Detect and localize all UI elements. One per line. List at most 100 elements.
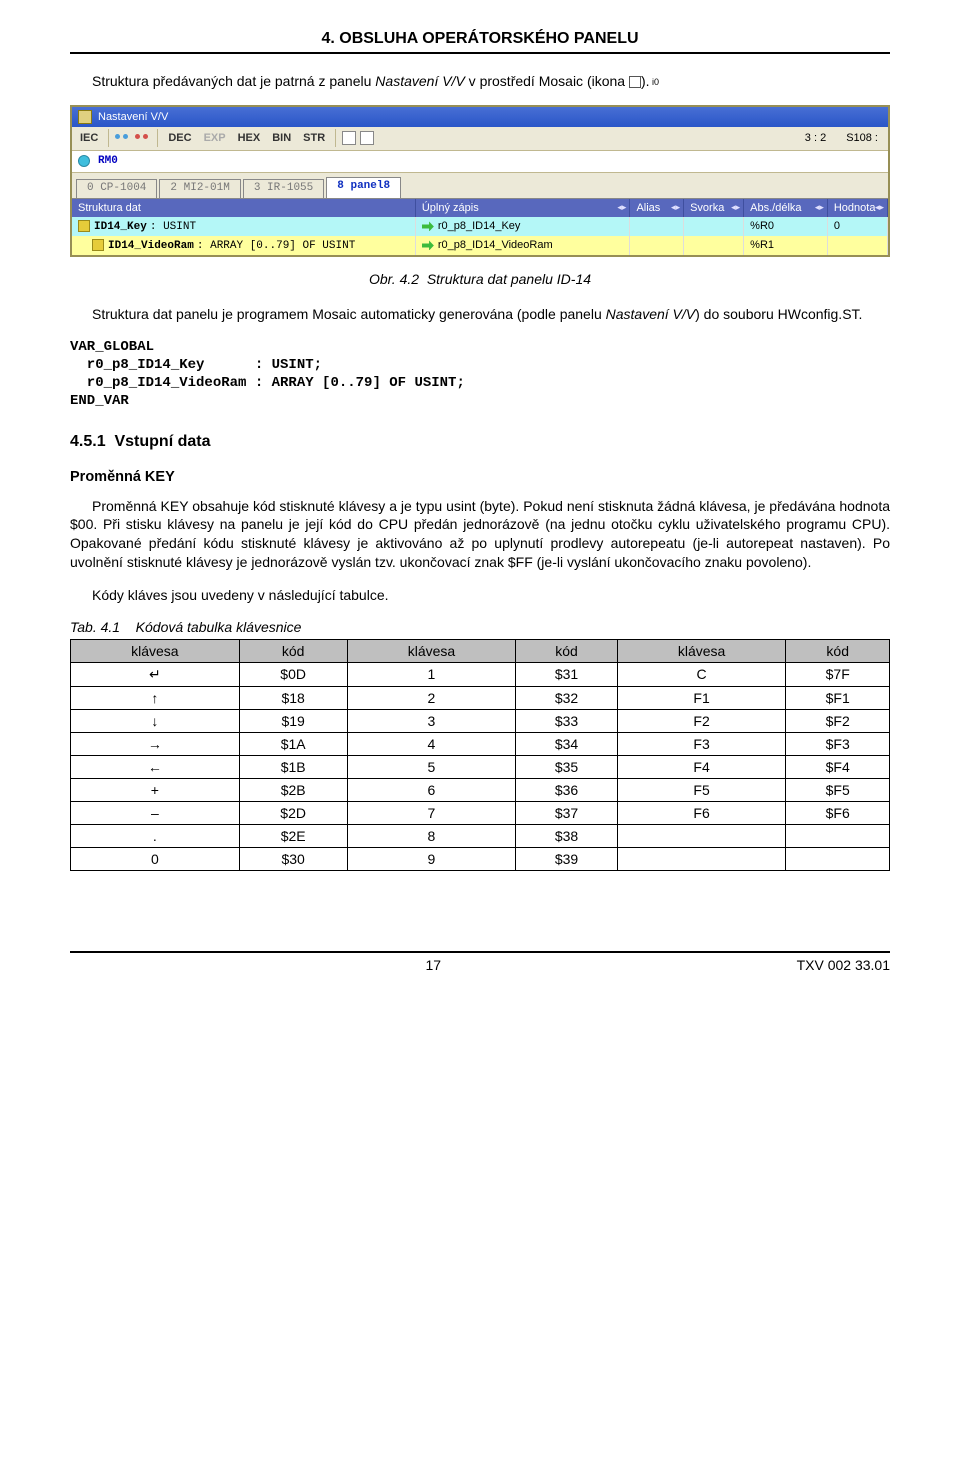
- dec-button[interactable]: DEC: [164, 131, 195, 145]
- cell: $39: [516, 847, 617, 870]
- th-kod: kód: [786, 639, 890, 662]
- cell: $F3: [786, 732, 890, 755]
- tab-panel8[interactable]: 8 panel8: [326, 177, 401, 198]
- cell: 7: [347, 801, 516, 824]
- table-row: –$2D7$37F6$F6: [71, 801, 890, 824]
- cell: $2E: [239, 824, 347, 847]
- sig-label: S108 :: [846, 132, 878, 144]
- cell-alias: [630, 217, 684, 236]
- cell-svorka: [684, 217, 744, 236]
- toolbar: IEC DEC EXP HEX BIN STR 3 : 2 S108 :: [72, 127, 888, 151]
- cell-abs: %R0: [744, 217, 828, 236]
- status-circle-icon: [78, 155, 90, 167]
- cell: $F2: [786, 709, 890, 732]
- cell-svorka: [684, 236, 744, 255]
- exp-button[interactable]: EXP: [200, 131, 230, 145]
- cell: [786, 847, 890, 870]
- cell: $30: [239, 847, 347, 870]
- th-klavesa: klávesa: [71, 639, 240, 662]
- cell: ↵: [71, 662, 240, 686]
- cell: $33: [516, 709, 617, 732]
- tab-mi201m[interactable]: 2 MI2-01M: [159, 179, 240, 198]
- separator: [157, 129, 158, 147]
- cell: $1A: [239, 732, 347, 755]
- col-abs[interactable]: ◂▸Abs./délka: [744, 199, 828, 217]
- cell-struct: ID14_Key : USINT: [72, 217, 415, 236]
- tool-icon[interactable]: [342, 131, 356, 145]
- cell-zapis: r0_p8_ID14_Key: [415, 217, 630, 236]
- cell: .: [71, 824, 240, 847]
- tab-prefix: Tab. 4.1: [70, 619, 120, 635]
- body-adv: jednorázově: [463, 516, 539, 532]
- sort-icon: ◂▸: [815, 202, 824, 213]
- cell: $31: [516, 662, 617, 686]
- table-row: →$1A4$34F3$F3: [71, 732, 890, 755]
- separator: [108, 129, 109, 147]
- para2-italic: Nastavení V/V: [606, 306, 696, 322]
- para2: Struktura dat panelu je programem Mosaic…: [70, 305, 890, 324]
- cell: →: [71, 732, 240, 755]
- tool-icon[interactable]: [360, 131, 374, 145]
- cell: $32: [516, 686, 617, 709]
- iec-button[interactable]: IEC: [76, 131, 102, 145]
- blue-nodes-icon[interactable]: [115, 130, 131, 146]
- cell: $F5: [786, 778, 890, 801]
- para2-text: Struktura dat panelu je programem Mosaic…: [92, 306, 606, 322]
- tree-icon: [92, 239, 104, 251]
- fig-prefix: Obr. 4.2: [369, 271, 419, 287]
- intro-text: Struktura předávaných dat je patrná z pa…: [92, 73, 375, 89]
- str-button[interactable]: STR: [299, 131, 329, 145]
- cell: $34: [516, 732, 617, 755]
- col-alias[interactable]: ◂▸Alias: [630, 199, 684, 217]
- subsection-heading: 4.5.1 Vstupní data: [70, 433, 890, 451]
- cell: $19: [239, 709, 347, 732]
- cell: C: [617, 662, 786, 686]
- intro-text-mid: v prostředí Mosaic (ikona: [465, 73, 629, 89]
- table-row[interactable]: ID14_Key : USINTr0_p8_ID14_Key%R00: [72, 217, 888, 236]
- th-kod: kód: [239, 639, 347, 662]
- cell: [786, 824, 890, 847]
- window-titlebar: Nastavení V/V: [72, 107, 888, 127]
- cell: ←: [71, 755, 240, 778]
- tab-ir1055[interactable]: 3 IR-1055: [243, 179, 324, 198]
- col-zapis[interactable]: ◂▸Úplný zápis: [415, 199, 630, 217]
- cell: 6: [347, 778, 516, 801]
- table-row[interactable]: ID14_VideoRam : ARRAY [0..79] OF USINTr0…: [72, 236, 888, 255]
- col-struktura[interactable]: Struktura dat: [72, 199, 415, 217]
- cell: $0D: [239, 662, 347, 686]
- cell: F5: [617, 778, 786, 801]
- cell: 0: [71, 847, 240, 870]
- fig-text: Struktura dat panelu ID-14: [427, 271, 591, 287]
- red-nodes-icon[interactable]: [135, 130, 151, 146]
- tab-cp1004[interactable]: 0 CP-1004: [76, 179, 157, 198]
- body-para2: Kódy kláves jsou uvedeny v následující t…: [70, 586, 890, 605]
- subsection-num: 4.5.1: [70, 433, 106, 450]
- col-hodnota[interactable]: ◂▸Hodnota: [827, 199, 887, 217]
- col-label: Struktura dat: [78, 202, 141, 214]
- table-caption: Tab. 4.1 Kódová tabulka klávesnice: [70, 619, 890, 635]
- table-row: 0$309$39: [71, 847, 890, 870]
- col-svorka[interactable]: ◂▸Svorka: [684, 199, 744, 217]
- cell: $1B: [239, 755, 347, 778]
- cell: $37: [516, 801, 617, 824]
- cell: 3: [347, 709, 516, 732]
- cell: +: [71, 778, 240, 801]
- cell: 5: [347, 755, 516, 778]
- cell: ↓: [71, 709, 240, 732]
- bin-button[interactable]: BIN: [268, 131, 295, 145]
- cell: $7F: [786, 662, 890, 686]
- data-grid: Struktura dat ◂▸Úplný zápis ◂▸Alias ◂▸Sv…: [72, 199, 888, 255]
- io-icon: i0: [629, 76, 641, 88]
- col-label: Úplný zápis: [422, 202, 479, 214]
- cell: $F1: [786, 686, 890, 709]
- cell-zapis: r0_p8_ID14_VideoRam: [415, 236, 630, 255]
- hex-button[interactable]: HEX: [234, 131, 265, 145]
- intro-italic: Nastavení V/V: [375, 73, 465, 89]
- cell: $35: [516, 755, 617, 778]
- sort-icon: ◂▸: [671, 202, 680, 213]
- footer: 17 TXV 002 33.01: [70, 957, 890, 973]
- section-title: 4. OBSLUHA OPERÁTORSKÉHO PANELU: [70, 30, 890, 48]
- ratio-label: 3 : 2: [805, 132, 826, 144]
- para2-after: ) do souboru HWconfig.ST.: [695, 306, 862, 322]
- subsection-title: Vstupní data: [114, 433, 210, 450]
